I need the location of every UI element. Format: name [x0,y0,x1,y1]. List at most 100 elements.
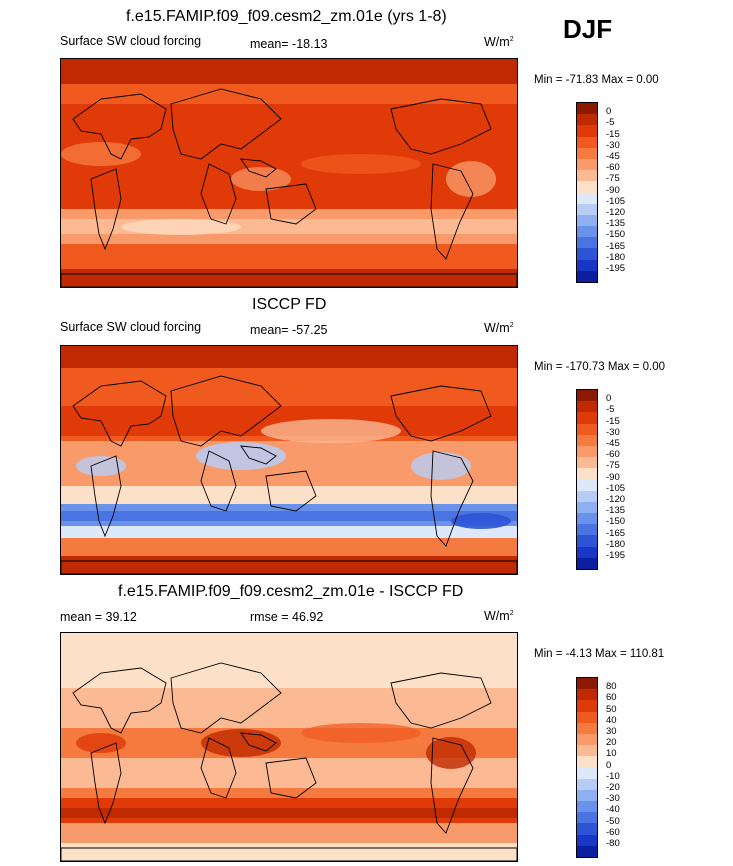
colorbar-tick-label: 50 [606,703,617,715]
colorbar-swatch [577,270,597,282]
panel1-map [60,58,518,288]
colorbar-tick-label: 80 [606,681,617,693]
panel1-colorbar-swatches [576,102,598,283]
colorbar-swatch [577,501,597,514]
panel3-mean-label: mean = 39.12 [60,610,137,624]
colorbar-swatch [577,513,597,525]
panel1-units: W/m2 [484,35,514,49]
colorbar-tick-label: -135 [606,505,626,517]
colorbar-tick-label: -180 [606,251,626,263]
colorbar-tick-label: 0 [606,393,612,405]
colorbar-swatch [577,823,597,835]
colorbar-tick-label: -135 [606,218,626,230]
colorbar-tick-label: -165 [606,240,626,252]
colorbar-tick-label: -45 [606,438,620,449]
colorbar-swatch [577,214,597,227]
colorbar-swatch [577,192,597,204]
colorbar-tick-label: -45 [606,151,620,162]
panel2-mean-label: mean= -57.25 [250,323,328,337]
panel3-title: f.e15.FAMIP.f09_f09.cesm2_zm.01e - ISCCP… [118,583,464,600]
colorbar-swatch [577,801,597,813]
colorbar-tick-label: 40 [606,714,617,726]
colorbar-swatch [577,147,597,159]
colorbar-swatch [577,412,597,424]
panel2-map [60,345,518,575]
panel2-minmax: Min = -170.73 Max = 0.00 [534,361,666,373]
colorbar-swatch [577,434,597,446]
panel2-units: W/m2 [484,321,514,335]
colorbar-tick-label: -90 [606,184,620,196]
colorbar-swatch [577,203,597,215]
colorbar-swatch [577,756,597,768]
colorbar-swatch [577,845,597,857]
colorbar-swatch [577,248,597,260]
colorbar-tick-label: -15 [606,128,620,140]
colorbar-swatch [577,237,597,249]
colorbar-tick-label: 10 [606,748,617,760]
colorbar-swatch [577,789,597,802]
colorbar-tick-label: -60 [606,449,620,461]
colorbar-tick-label: -105 [606,195,626,207]
colorbar-tick-label: -50 [606,815,620,827]
colorbar-tick-label: -5 [606,404,615,416]
colorbar-tick-label: -75 [606,173,620,185]
colorbar-swatch [577,181,597,193]
panel3-minmax: Min = -4.13 Max = 110.81 [534,648,665,660]
colorbar-swatch [577,524,597,536]
colorbar-swatch [577,259,597,271]
panel2-title: ISCCP FD [252,296,327,313]
colorbar-swatch [577,722,597,734]
season-label: DJF [563,14,613,44]
colorbar-tick-label: -150 [606,516,626,528]
colorbar-swatch [577,158,597,171]
panel2-colorbar-swatches [576,389,598,570]
panel3-units: W/m2 [484,609,514,623]
colorbar-swatch [577,812,597,824]
colorbar-tick-label: -165 [606,527,626,539]
colorbar-tick-label: -60 [606,826,620,838]
colorbar-tick-label: 60 [606,692,617,704]
panel3-rmse-label: rmse = 46.92 [250,610,324,624]
panel1-mean-label: mean= -18.13 [250,37,328,51]
colorbar-tick-label: -10 [606,770,620,782]
colorbar-tick-label: -20 [606,782,620,793]
colorbar-swatch [577,700,597,712]
colorbar-tick-label: -60 [606,162,620,174]
colorbar-swatch [577,114,597,126]
colorbar-tick-label: -80 [606,838,620,849]
colorbar-swatch [577,557,597,569]
colorbar-tick-label: 0 [606,106,612,118]
colorbar-swatch [577,136,597,148]
colorbar-swatch [577,490,597,502]
panel2-variable-label: Surface SW cloud forcing [60,320,202,334]
colorbar-tick-label: -105 [606,482,626,494]
colorbar-swatch [577,390,597,402]
panel1-variable-label: Surface SW cloud forcing [60,34,202,48]
colorbar-swatch [577,546,597,558]
colorbar-swatch [577,457,597,469]
colorbar-tick-label: -15 [606,415,620,427]
colorbar-swatch [577,767,597,779]
panel3-colorbar-swatches [576,677,598,858]
colorbar-tick-label: -180 [606,538,626,550]
colorbar-swatch [577,733,597,746]
colorbar-tick-label: -195 [606,550,626,561]
colorbar-tick-label: -5 [606,117,615,129]
colorbar-swatch [577,125,597,137]
colorbar-swatch [577,226,597,238]
panel1-map-plot [61,59,517,287]
colorbar-tick-label: -30 [606,793,620,805]
colorbar-tick-label: -30 [606,426,620,438]
panel2-map-plot [61,346,517,574]
panel1-title: f.e15.FAMIP.f09_f09.cesm2_zm.01e (yrs 1-… [126,8,447,25]
colorbar-swatch [577,745,597,757]
colorbar-swatch [577,678,597,690]
colorbar-swatch [577,445,597,458]
colorbar-swatch [577,479,597,491]
colorbar-tick-label: -40 [606,804,620,816]
colorbar-tick-label: -30 [606,139,620,151]
colorbar-tick-label: -90 [606,471,620,483]
colorbar-tick-label: -120 [606,207,626,218]
colorbar-tick-label: -195 [606,263,626,274]
colorbar-swatch [577,170,597,182]
